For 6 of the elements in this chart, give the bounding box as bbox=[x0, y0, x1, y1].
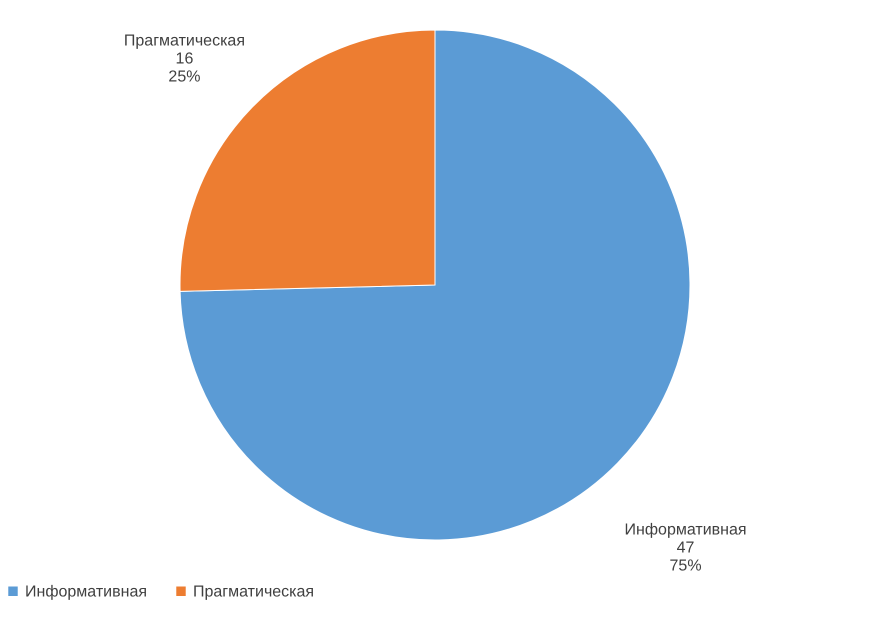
slice-label: Информативная bbox=[624, 521, 747, 538]
data-label: 47 75% bbox=[670, 539, 702, 574]
slice-label: Прагматическая bbox=[124, 32, 245, 50]
data-label: 16 25% bbox=[168, 50, 200, 86]
legend-label: Информативная bbox=[25, 583, 148, 600]
legend-label: Прагматическая bbox=[193, 583, 314, 600]
